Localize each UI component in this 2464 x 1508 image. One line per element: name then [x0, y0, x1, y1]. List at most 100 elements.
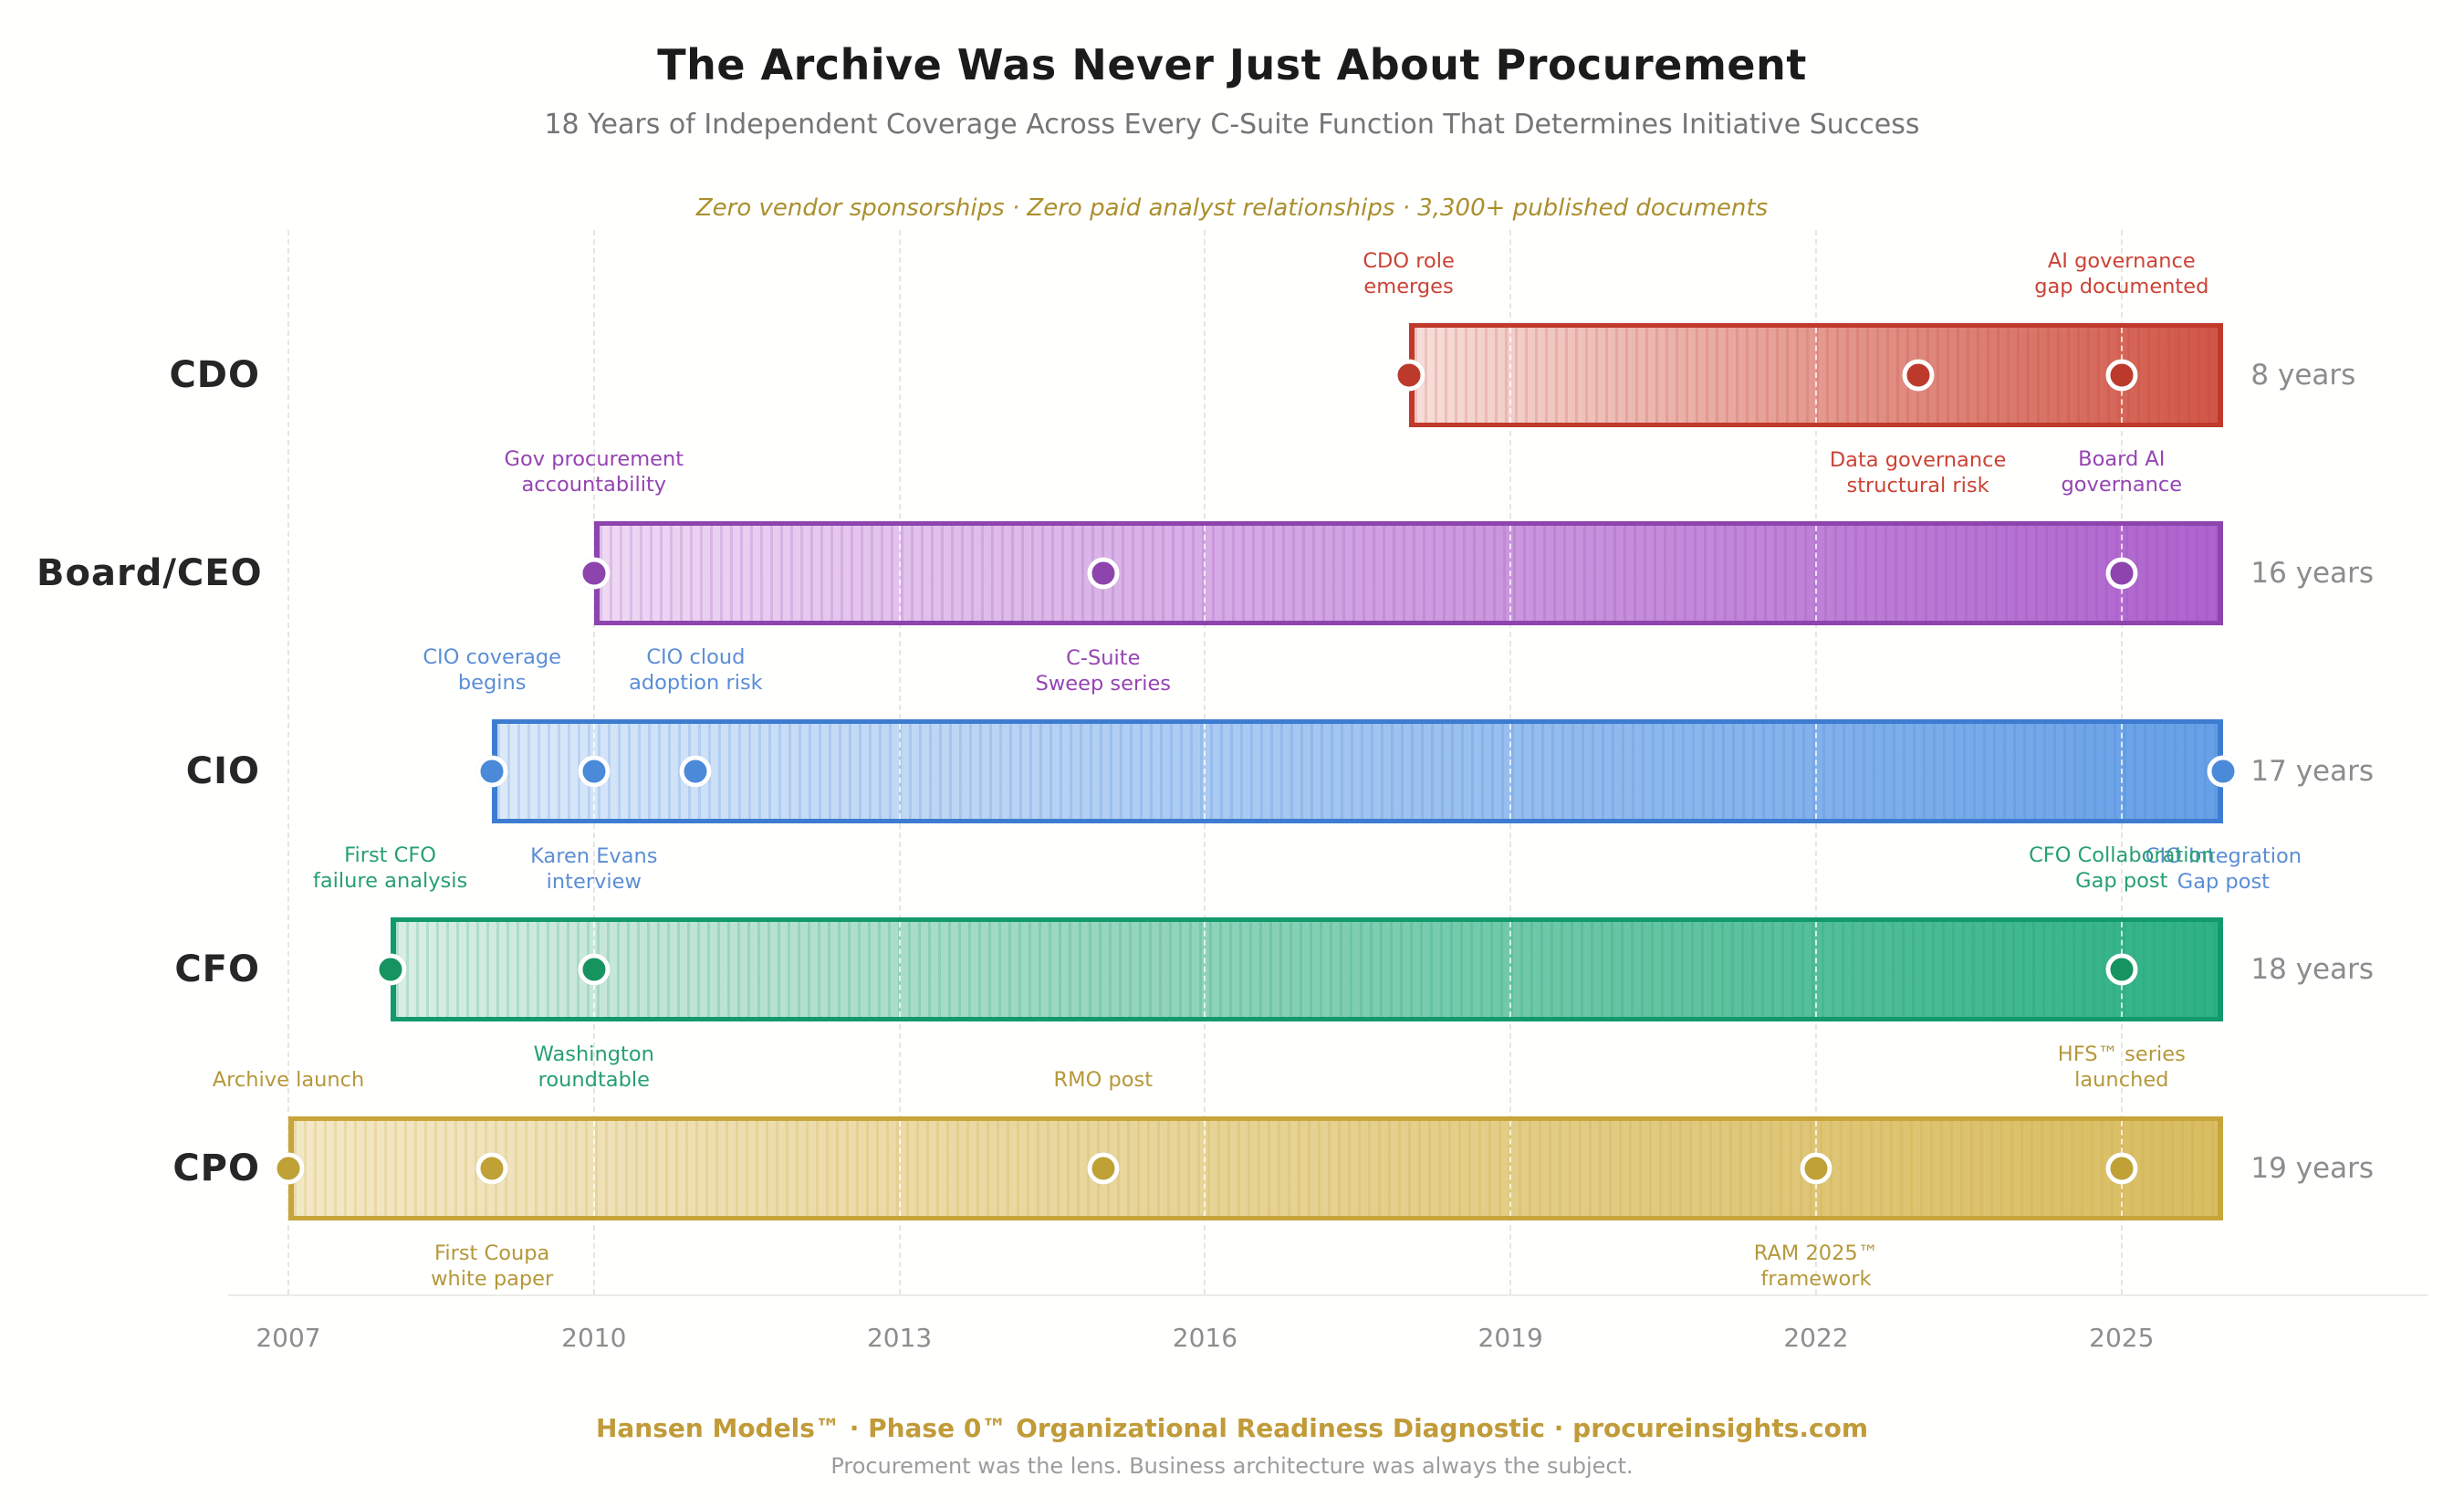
event-label-line: accountability: [521, 473, 667, 497]
event-label-board-ceo-2015: C-Suite Sweep series: [1036, 645, 1171, 696]
event-label-cdo-2025: AI governance gap documented: [2034, 248, 2208, 299]
bar-gridline-board-ceo-2022: [1814, 526, 1817, 621]
duration-label-cio: 17 years: [2250, 755, 2375, 788]
event-label-line: CIO Integration: [2145, 844, 2302, 868]
duration-label-board-ceo: 16 years: [2250, 557, 2375, 590]
event-marker-cio-2026: [2207, 755, 2240, 788]
x-tick-label-2010: 2010: [561, 1323, 627, 1353]
event-label-board-ceo-2025: Board AI governance: [2062, 446, 2183, 497]
timeline-bar-cfo: [390, 917, 2224, 1021]
event-label-line: HFS™ series: [2057, 1042, 2186, 1066]
event-marker-cfo-2008: [374, 953, 407, 986]
page-title: The Archive Was Never Just About Procure…: [657, 40, 1807, 89]
event-label-line: Gov procurement: [504, 447, 684, 471]
bar-gridline-cfo-2019: [1509, 922, 1512, 1017]
duration-label-cfo: 18 years: [2250, 953, 2375, 986]
x-tick-label-2013: 2013: [866, 1323, 933, 1353]
gridline-2007: [287, 230, 289, 1294]
event-label-cpo-2015: RMO post: [1054, 1067, 1154, 1093]
event-label-line: roundtable: [538, 1068, 650, 1092]
event-label-line: AI governance: [2047, 249, 2196, 273]
event-marker-cfo-2025: [2105, 953, 2138, 986]
event-label-line: First Coupa: [434, 1241, 550, 1265]
bar-gridline-cdo-2022: [1814, 328, 1817, 423]
bar-gridline-cfo-2022: [1814, 922, 1817, 1017]
event-label-cdo-2018: CDO role emerges: [1363, 248, 1455, 299]
x-tick-label-2019: 2019: [1477, 1323, 1543, 1353]
event-label-cpo-2007: Archive launch: [213, 1067, 365, 1093]
event-marker-cpo-2007: [272, 1152, 305, 1185]
bar-gridline-cio-2013: [898, 724, 901, 819]
event-marker-cfo-2010: [578, 953, 611, 986]
event-marker-board-ceo-2015: [1087, 557, 1120, 590]
bar-gridline-board-ceo-2016: [1204, 526, 1206, 621]
event-label-line: Karen Evans: [530, 844, 658, 868]
event-label-cfo-2008: First CFO failure analysis: [313, 843, 467, 894]
x-tick-label-2025: 2025: [2089, 1323, 2155, 1353]
event-label-cpo-2009: First Coupa white paper: [431, 1241, 553, 1292]
event-label-line: begins: [457, 671, 527, 695]
bar-gridline-cdo-2019: [1509, 328, 1512, 423]
bar-gridline-cio-2025: [2120, 724, 2123, 819]
event-label-line: governance: [2061, 473, 2183, 497]
page-subtitle: 18 Years of Independent Coverage Across …: [544, 109, 1920, 141]
event-label-line: Archive launch: [212, 1068, 365, 1092]
event-label-line: framework: [1760, 1267, 1872, 1291]
event-marker-cdo-2023: [1902, 359, 1935, 392]
event-label-line: CIO cloud: [646, 645, 746, 669]
duration-label-cdo: 8 years: [2250, 359, 2356, 392]
timeline-bar-cpo: [288, 1116, 2224, 1220]
event-label-line: Washington: [533, 1042, 654, 1066]
event-marker-cdo-2018: [1393, 359, 1425, 392]
bar-gridline-cfo-2013: [898, 922, 901, 1017]
row-label-cpo: CPO: [172, 1147, 260, 1189]
event-marker-cpo-2009: [475, 1152, 508, 1185]
row-label-board-ceo: Board/CEO: [37, 552, 263, 594]
event-label-line: CFO Collaboration: [2029, 843, 2215, 867]
event-label-cdo-2023: Data governance structural risk: [1830, 447, 2006, 498]
event-marker-cdo-2025: [2105, 359, 2138, 392]
event-label-line: CIO coverage: [423, 645, 562, 669]
event-label-line: CDO role: [1363, 249, 1455, 273]
event-label-line: C-Suite: [1066, 646, 1141, 670]
event-label-line: emerges: [1363, 275, 1454, 298]
footer-brand-line: Hansen Models™ · Phase 0™ Organizational…: [595, 1413, 1869, 1443]
event-label-line: Sweep series: [1035, 672, 1172, 696]
event-marker-cpo-2015: [1087, 1152, 1120, 1185]
event-label-cfo-2025: CFO Collaboration Gap post: [2029, 843, 2214, 894]
event-label-line: Gap post: [2177, 870, 2271, 894]
bar-gridline-cio-2019: [1509, 724, 1512, 819]
event-marker-cpo-2025: [2105, 1152, 2138, 1185]
event-label-line: white paper: [431, 1267, 554, 1291]
event-label-cio-2026: CIO Integration Gap post: [2146, 843, 2302, 895]
event-label-cpo-2025: HFS™ series launched: [2058, 1042, 2186, 1093]
bar-gridline-cpo-2010: [592, 1121, 595, 1216]
event-label-cio-2009: CIO coverage begins: [423, 644, 561, 696]
event-label-line: Data governance: [1829, 448, 2007, 472]
event-label-line: adoption risk: [629, 671, 763, 695]
event-label-line: gap documented: [2034, 275, 2209, 298]
footer-note-line: Procurement was the lens. Business archi…: [830, 1453, 1634, 1479]
independence-tagline: Zero vendor sponsorships · Zero paid ana…: [695, 194, 1769, 222]
event-label-line: RAM 2025™: [1753, 1241, 1879, 1265]
duration-label-cpo: 19 years: [2250, 1152, 2375, 1185]
x-tick-label-2007: 2007: [256, 1323, 321, 1353]
bar-gridline-cpo-2019: [1509, 1121, 1512, 1216]
event-marker-cio-2011: [679, 755, 712, 788]
event-label-line: interview: [546, 870, 642, 894]
bar-gridline-board-ceo-2013: [898, 526, 901, 621]
event-label-line: Board AI: [2078, 447, 2166, 471]
event-label-line: RMO post: [1053, 1068, 1154, 1092]
row-label-cdo: CDO: [169, 354, 260, 396]
event-label-line: structural risk: [1846, 474, 1989, 497]
timeline-bar-cio: [492, 719, 2224, 823]
row-label-cfo: CFO: [174, 948, 260, 990]
event-label-cfo-2010: Washington roundtable: [534, 1042, 654, 1093]
event-marker-cio-2010: [578, 755, 611, 788]
x-tick-label-2016: 2016: [1172, 1323, 1238, 1353]
x-axis-baseline: [228, 1294, 2427, 1296]
bar-gridline-cpo-2016: [1204, 1121, 1206, 1216]
event-label-cio-2011: CIO cloud adoption risk: [629, 644, 763, 696]
